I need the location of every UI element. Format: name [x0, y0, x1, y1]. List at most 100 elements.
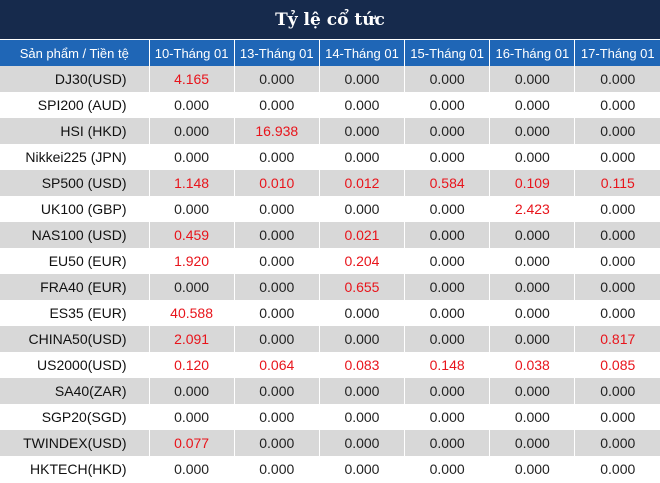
dividend-value-cell: 0.021 [319, 222, 406, 248]
product-cell: UK100 (GBP) [0, 196, 150, 222]
dividend-value-cell: 0.000 [574, 92, 660, 118]
product-cell: SA40(ZAR) [0, 378, 150, 404]
dividend-value-cell: 0.000 [574, 196, 660, 222]
dividend-value-cell: 0.000 [489, 66, 576, 92]
table-row: Nikkei225 (JPN) 0.000 0.000 0.000 0.000 0.000… [0, 144, 660, 170]
dividend-value-cell: 0.000 [319, 378, 406, 404]
dividend-value-cell: 0.000 [574, 144, 660, 170]
dividend-value-cell: 0.000 [149, 92, 235, 118]
product-cell: HKTECH(HKD) [0, 456, 150, 482]
dividend-value-cell: 0.000 [319, 196, 406, 222]
dividend-value-cell: 0.000 [489, 248, 576, 274]
column-header-date: 13-Tháng 01 [234, 40, 320, 66]
dividend-value-cell: 0.000 [149, 456, 235, 482]
dividend-value-cell: 0.000 [234, 300, 320, 326]
table-row: UK100 (GBP) 0.000 0.000 0.000 0.000 2.423 0.00… [0, 196, 660, 222]
dividend-value-cell: 4.165 [149, 66, 235, 92]
dividend-value-cell: 0.109 [489, 170, 576, 196]
dividend-value-cell: 0.000 [319, 456, 406, 482]
product-cell: US2000(USD) [0, 352, 150, 378]
dividend-value-cell: 0.817 [574, 326, 660, 352]
product-cell: NAS100 (USD) [0, 222, 150, 248]
table-row: DJ30(USD) 4.165 0.000 0.000 0.000 0.000 0.000 [0, 66, 660, 92]
product-cell: FRA40 (EUR) [0, 274, 150, 300]
dividend-value-cell: 0.000 [574, 378, 660, 404]
dividend-value-cell: 0.000 [234, 274, 320, 300]
column-header-date: 16-Tháng 01 [489, 40, 576, 66]
dividend-value-cell: 0.000 [489, 92, 576, 118]
column-header-date: 15-Tháng 01 [404, 40, 491, 66]
dividend-value-cell: 0.000 [234, 222, 320, 248]
product-cell: CHINA50(USD) [0, 326, 150, 352]
dividend-value-cell: 0.000 [319, 430, 406, 456]
dividend-value-cell: 0.000 [574, 222, 660, 248]
dividend-value-cell: 0.038 [489, 352, 576, 378]
dividend-value-cell: 0.000 [234, 144, 320, 170]
dividend-value-cell: 0.000 [404, 248, 491, 274]
dividend-value-cell: 0.012 [319, 170, 406, 196]
dividend-value-cell: 0.000 [404, 378, 491, 404]
dividend-value-cell: 0.000 [574, 300, 660, 326]
dividend-value-cell: 0.000 [404, 196, 491, 222]
dividend-value-cell: 0.000 [404, 274, 491, 300]
dividend-value-cell: 0.000 [489, 378, 576, 404]
product-cell: DJ30(USD) [0, 66, 150, 92]
dividend-value-cell: 0.148 [404, 352, 491, 378]
product-cell: TWINDEX(USD) [0, 430, 150, 456]
dividend-value-cell: 0.000 [319, 300, 406, 326]
column-header-date: 17-Tháng 01 [574, 40, 660, 66]
dividend-value-cell: 0.000 [404, 66, 491, 92]
table-row: HKTECH(HKD) 0.000 0.000 0.000 0.000 0.000 0.00… [0, 456, 660, 482]
dividend-value-cell: 0.115 [574, 170, 660, 196]
table-row: SP500 (USD) 1.148 0.010 0.012 0.584 0.109 0.11… [0, 170, 660, 196]
dividend-value-cell: 0.000 [574, 66, 660, 92]
dividend-value-cell: 0.000 [149, 274, 235, 300]
dividend-value-cell: 0.000 [489, 274, 576, 300]
product-cell: SP500 (USD) [0, 170, 150, 196]
column-header-date: 10-Tháng 01 [149, 40, 235, 66]
dividend-value-cell: 0.000 [489, 326, 576, 352]
table-row: ES35 (EUR) 40.588 0.000 0.000 0.000 0.000 0.00… [0, 300, 660, 326]
dividend-value-cell: 0.000 [234, 196, 320, 222]
product-cell: SPI200 (AUD) [0, 92, 150, 118]
column-header-product: Sản phẩm / Tiền tệ [0, 40, 150, 66]
dividend-value-cell: 0.000 [149, 196, 235, 222]
dividend-value-cell: 0.000 [574, 118, 660, 144]
dividend-value-cell: 2.423 [489, 196, 576, 222]
dividend-value-cell: 0.064 [234, 352, 320, 378]
dividend-value-cell: 0.000 [149, 378, 235, 404]
dividend-value-cell: 0.204 [319, 248, 406, 274]
dividend-value-cell: 1.148 [149, 170, 235, 196]
table-row: SGP20(SGD) 0.000 0.000 0.000 0.000 0.000 0.000 [0, 404, 660, 430]
dividend-value-cell: 40.588 [149, 300, 235, 326]
dividend-value-cell: 0.655 [319, 274, 406, 300]
dividend-value-cell: 0.000 [574, 430, 660, 456]
dividend-value-cell: 0.010 [234, 170, 320, 196]
dividend-value-cell: 0.000 [489, 118, 576, 144]
table-row: CHINA50(USD) 2.091 0.000 0.000 0.000 0.000 0.8… [0, 326, 660, 352]
dividend-value-cell: 0.000 [404, 456, 491, 482]
dividend-value-cell: 0.085 [574, 352, 660, 378]
table-row: FRA40 (EUR) 0.000 0.000 0.655 0.000 0.000 0.00… [0, 274, 660, 300]
dividend-value-cell: 0.120 [149, 352, 235, 378]
product-cell: HSI (HKD) [0, 118, 150, 144]
table-title: Tỷ lệ cổ tức [0, 0, 660, 40]
dividend-value-cell: 0.000 [319, 144, 406, 170]
dividend-value-cell: 0.000 [234, 92, 320, 118]
header-row: Sản phẩm / Tiền tệ 10-Tháng 01 13-Tháng … [0, 40, 660, 66]
table-row: SA40(ZAR) 0.000 0.000 0.000 0.000 0.000 0.000 [0, 378, 660, 404]
dividend-value-cell: 0.000 [319, 92, 406, 118]
dividend-value-cell: 0.000 [404, 92, 491, 118]
dividend-value-cell: 0.000 [319, 118, 406, 144]
dividend-value-cell: 0.000 [234, 66, 320, 92]
dividend-value-cell: 0.000 [149, 404, 235, 430]
dividend-value-cell: 0.000 [319, 404, 406, 430]
dividend-value-cell: 1.920 [149, 248, 235, 274]
dividend-value-cell: 0.000 [404, 404, 491, 430]
dividend-value-cell: 0.000 [234, 404, 320, 430]
product-cell: SGP20(SGD) [0, 404, 150, 430]
dividend-value-cell: 0.000 [234, 326, 320, 352]
table-row: SPI200 (AUD) 0.000 0.000 0.000 0.000 0.000 0.0… [0, 92, 660, 118]
dividend-value-cell: 2.091 [149, 326, 235, 352]
product-cell: EU50 (EUR) [0, 248, 150, 274]
